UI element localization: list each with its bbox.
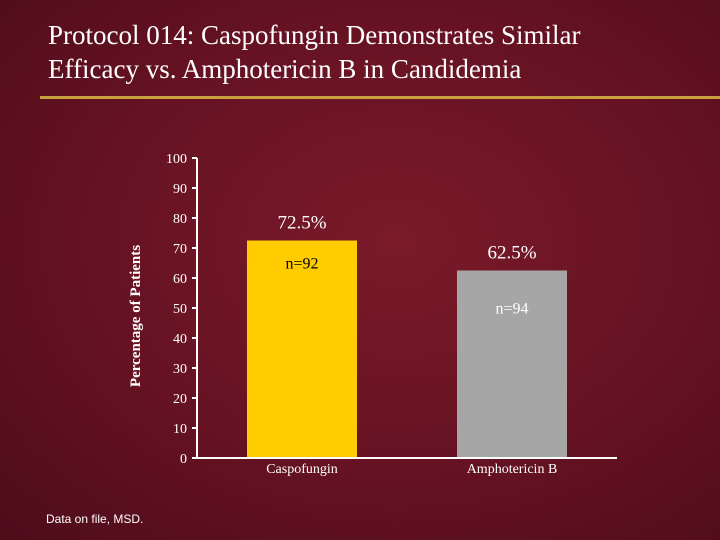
n-label: n=92 — [285, 256, 318, 273]
y-tick-label: 100 — [166, 152, 187, 167]
x-axis-labels: Caspofungin Amphotericin B — [266, 462, 557, 477]
y-tick-label: 20 — [173, 392, 187, 407]
value-label: 72.5% — [277, 213, 326, 234]
slide-title: Protocol 014: Caspofungin Demonstrates S… — [48, 18, 708, 86]
bar-amphotericin-b — [457, 270, 567, 458]
y-tick-label: 80 — [173, 212, 187, 227]
y-tick-label: 10 — [173, 422, 187, 437]
y-tick-label: 30 — [173, 362, 187, 377]
slide-title-line-2: Efficacy vs. Amphotericin B in Candidemi… — [48, 54, 522, 84]
slide-title-line-1: Protocol 014: Caspofungin Demonstrates S… — [48, 20, 581, 50]
bar-caspofungin — [247, 240, 357, 458]
y-tick-label: 0 — [180, 452, 187, 467]
title-divider — [40, 96, 720, 99]
bar-annotations: 72.5% n=92 62.5% n=94 — [277, 213, 536, 318]
x-tick-label: Amphotericin B — [467, 462, 558, 477]
value-label: 62.5% — [487, 243, 536, 264]
y-axis-label: Percentage of Patients — [128, 245, 144, 387]
y-tick-label: 50 — [173, 302, 187, 317]
n-label: n=94 — [495, 301, 528, 318]
y-tick-label: 90 — [173, 182, 187, 197]
y-tick-label: 60 — [173, 272, 187, 287]
footnote: Data on file, MSD. — [46, 512, 144, 526]
bars — [247, 240, 567, 458]
y-axis-ticks: 0 10 20 30 40 50 60 70 80 90 100 — [166, 152, 197, 467]
y-tick-label: 40 — [173, 332, 187, 347]
x-tick-label: Caspofungin — [266, 462, 338, 477]
y-tick-label: 70 — [173, 242, 187, 257]
